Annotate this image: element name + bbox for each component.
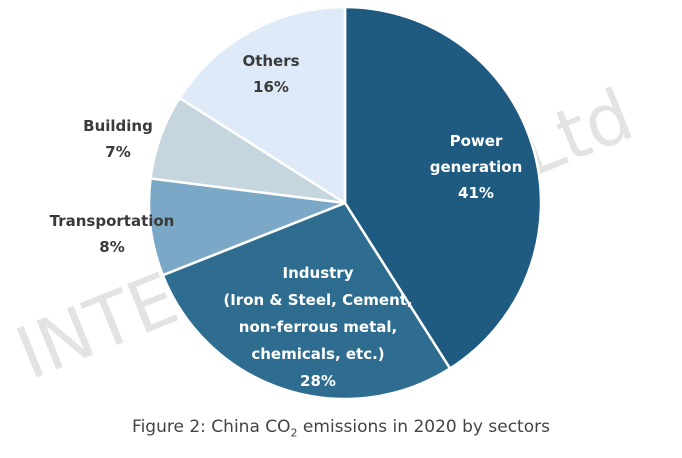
slice-name: non-ferrous metal, <box>239 318 397 336</box>
slice-name: Transportation <box>50 212 175 230</box>
caption-subscript: 2 <box>290 426 298 440</box>
slice-percent: 41% <box>458 184 494 202</box>
slice-percent: 7% <box>105 143 130 161</box>
slice-name: (Iron & Steel, Cement, <box>223 291 412 309</box>
slice-name: Others <box>242 52 299 70</box>
slice-percent: 16% <box>253 78 289 96</box>
caption-prefix: Figure 2: China CO <box>132 417 291 437</box>
pie-slices <box>147 5 543 401</box>
slice-label: Building 7% <box>83 117 153 161</box>
pie-slice <box>147 177 346 277</box>
slice-label: Transportation 8% <box>50 212 175 256</box>
slice-label: Industry (Iron & Steel, Cement, non-ferrou… <box>223 264 412 390</box>
pie-slice <box>161 201 452 401</box>
slice-name: Industry <box>283 264 354 282</box>
pie-chart: Power generation 41% Industry (Iron & Steel,… <box>50 5 543 401</box>
pie-slice <box>177 5 347 206</box>
slice-percent: 8% <box>99 238 124 256</box>
slice-percent: 28% <box>300 372 336 390</box>
slice-name: chemicals, etc.) <box>251 345 384 363</box>
caption-suffix: emissions in 2020 by sectors <box>297 417 550 437</box>
slice-name: Power <box>450 132 503 150</box>
pie-labels: Power generation 41% Industry (Iron & Steel,… <box>50 52 523 390</box>
slice-label: Others 16% <box>242 52 299 96</box>
slice-name: Building <box>83 117 153 135</box>
slice-label: Power generation 41% <box>430 132 523 202</box>
slice-name: generation <box>430 158 523 176</box>
figure-caption: Figure 2: China CO2 emissions in 2020 by… <box>0 417 682 439</box>
